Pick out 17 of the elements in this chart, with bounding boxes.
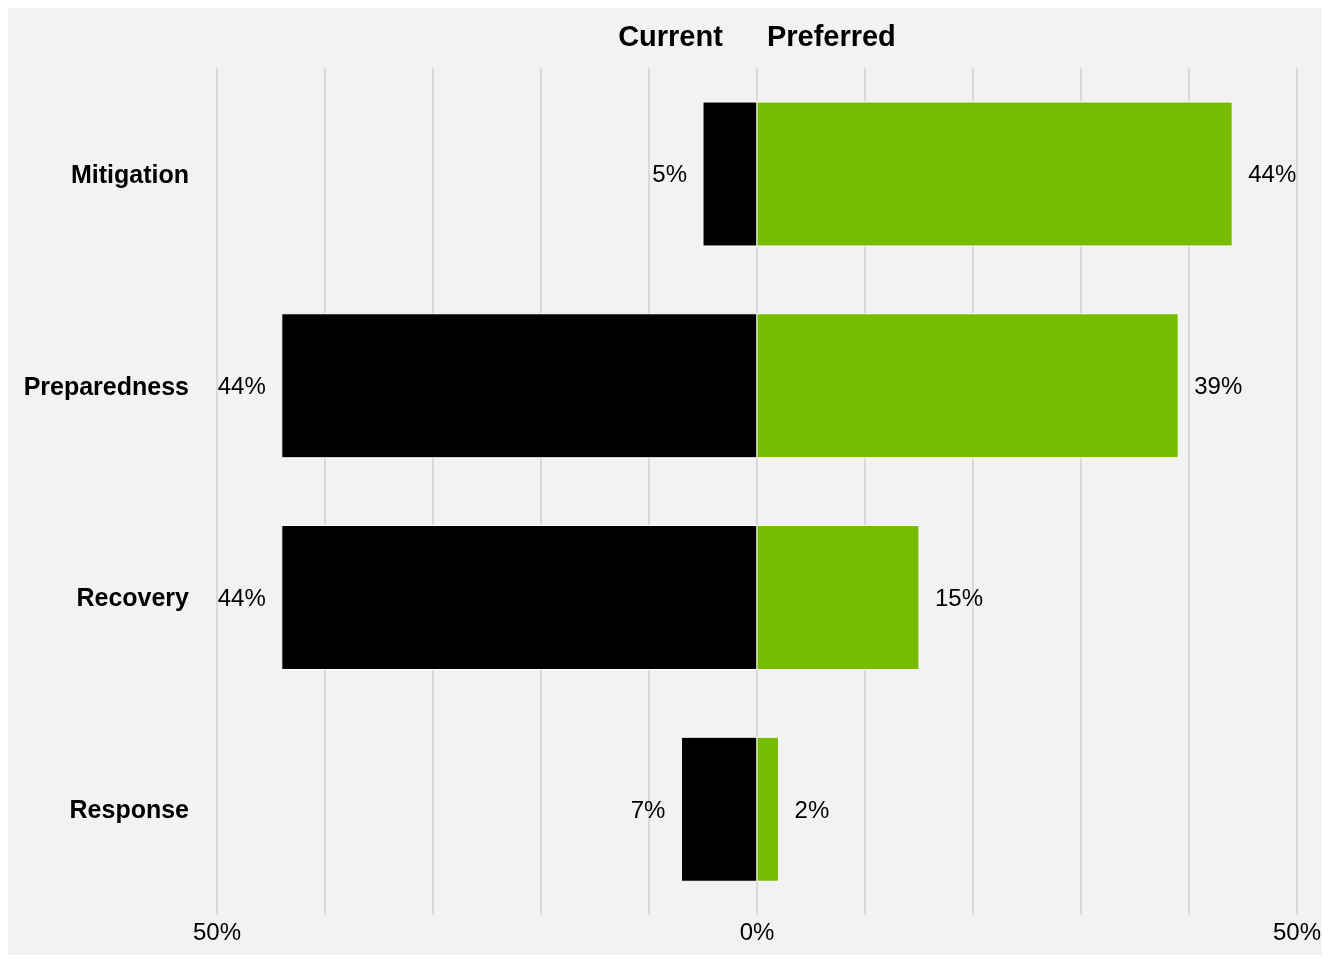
data-label: 5% bbox=[652, 160, 687, 188]
series-label: Current bbox=[618, 20, 723, 53]
data-label: 44% bbox=[1248, 160, 1297, 188]
data-label: 44% bbox=[217, 372, 266, 400]
y-tick-label: Mitigation bbox=[70, 159, 189, 188]
data-label: 2% bbox=[794, 795, 830, 823]
data-label: 7% bbox=[630, 795, 666, 823]
y-tick-label: Recovery bbox=[76, 583, 190, 612]
data-label: 39% bbox=[1194, 372, 1243, 400]
data-label: 15% bbox=[935, 583, 984, 611]
data-label: 44% bbox=[217, 583, 266, 611]
series-label: Preferred bbox=[766, 20, 896, 53]
y-tick-label: Response bbox=[69, 795, 190, 823]
x-tick-label: 0% bbox=[739, 918, 775, 946]
y-tick-label: Preparedness bbox=[23, 371, 189, 400]
x-tick-label: 50% bbox=[192, 918, 242, 946]
x-tick-label: 50% bbox=[1272, 918, 1322, 946]
